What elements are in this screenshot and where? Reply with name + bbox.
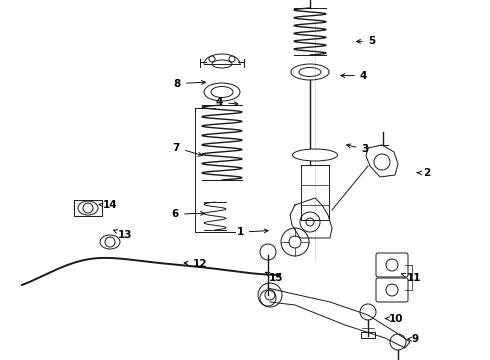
Text: 10: 10 bbox=[386, 314, 403, 324]
Text: 2: 2 bbox=[417, 168, 430, 178]
Text: 4: 4 bbox=[216, 97, 238, 107]
Ellipse shape bbox=[293, 149, 338, 161]
Text: 1: 1 bbox=[237, 227, 268, 237]
Text: 9: 9 bbox=[408, 334, 419, 344]
Text: 8: 8 bbox=[174, 78, 205, 89]
Text: 7: 7 bbox=[172, 143, 202, 156]
Text: 13: 13 bbox=[114, 230, 132, 240]
Text: 5: 5 bbox=[357, 36, 375, 46]
Text: 11: 11 bbox=[401, 273, 421, 283]
Text: 3: 3 bbox=[347, 144, 368, 154]
Text: 14: 14 bbox=[99, 200, 118, 210]
Text: 6: 6 bbox=[172, 209, 204, 219]
Text: 15: 15 bbox=[266, 272, 283, 283]
Text: 4: 4 bbox=[341, 71, 368, 81]
Text: 12: 12 bbox=[184, 258, 207, 269]
